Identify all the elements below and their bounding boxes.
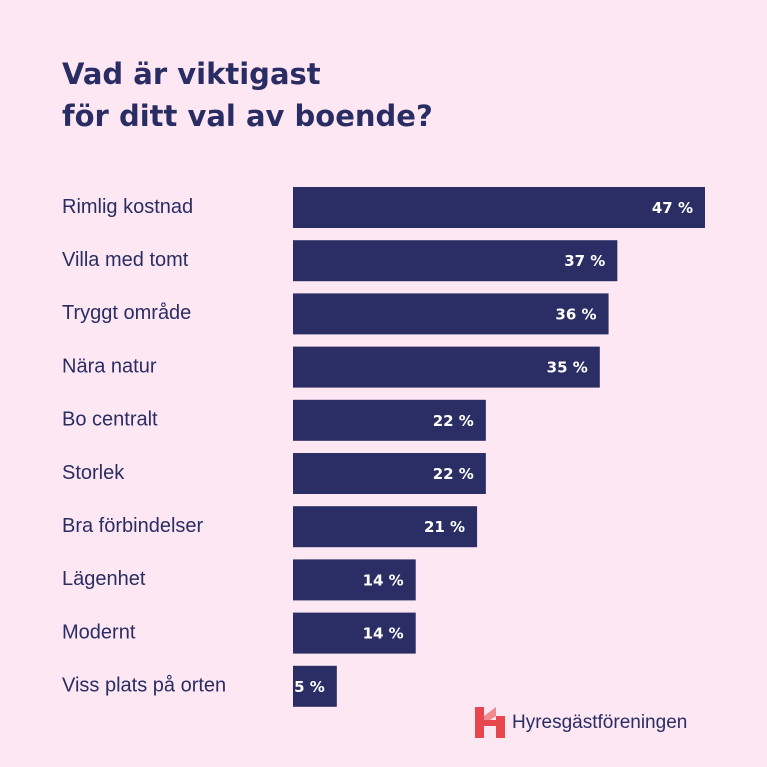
- bar: [293, 346, 600, 388]
- category-label: Lägenhet: [62, 568, 146, 590]
- category-label: Villa med tomt: [62, 249, 189, 271]
- value-label: 22 %: [433, 412, 474, 430]
- chart-title: Vad är viktigast: [62, 57, 321, 91]
- category-label: Nära natur: [62, 355, 157, 377]
- value-label: 37 %: [564, 252, 605, 270]
- bar: [293, 559, 416, 601]
- bar: [293, 453, 486, 494]
- category-label: Tryggt område: [62, 302, 191, 324]
- value-label: 21 %: [424, 518, 465, 536]
- category-label: Rimlig kostnad: [62, 196, 193, 218]
- value-label: 5 %: [294, 678, 325, 696]
- category-label: Bo centralt: [62, 409, 158, 431]
- category-label: Storlek: [62, 462, 125, 484]
- bar: [293, 506, 478, 548]
- bar: [293, 665, 337, 707]
- category-label: Viss plats på orten: [62, 675, 226, 697]
- logo-text: Hyresgästföreningen: [512, 712, 687, 733]
- value-label: 22 %: [433, 465, 474, 483]
- value-label: 14 %: [363, 625, 404, 643]
- bar: [293, 187, 705, 228]
- logo-icon: [475, 707, 505, 738]
- bar: [293, 399, 486, 441]
- category-label: Modernt: [62, 621, 136, 643]
- chart-title: för ditt val av boende?: [62, 99, 433, 133]
- category-label: Bra förbindelser: [62, 515, 204, 537]
- value-label: 35 %: [547, 359, 588, 377]
- value-label: 14 %: [363, 571, 404, 589]
- value-label: 47 %: [652, 199, 693, 217]
- bar: [293, 240, 618, 282]
- bar: [293, 293, 609, 335]
- value-label: 36 %: [555, 305, 596, 323]
- bar: [293, 612, 416, 654]
